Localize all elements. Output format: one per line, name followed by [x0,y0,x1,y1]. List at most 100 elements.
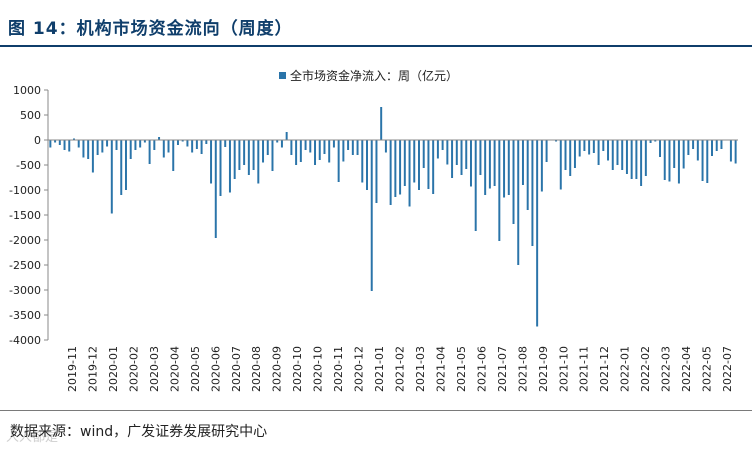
bar [446,140,449,165]
x-tick-label: 2020-05 [189,346,202,392]
bar [687,140,690,155]
bar [715,140,718,151]
y-tick-label: -1500 [9,209,41,222]
bar [186,140,189,147]
bar [408,140,411,207]
bar [469,140,472,187]
bar [82,140,85,158]
bar [380,107,383,140]
bar [139,140,142,148]
bar [68,140,71,152]
bar [465,140,468,169]
bar [720,140,723,149]
bar [436,140,439,159]
bar [77,140,80,148]
bar [205,140,208,144]
bar [460,140,463,175]
bar [432,140,435,194]
bar [644,140,647,176]
bar [559,140,562,190]
figure-title: 图 14：机构市场资金流向（周度） [8,19,293,39]
bar [210,140,213,184]
x-tick-label: 2021-10 [557,346,570,392]
y-tick-label: -4000 [9,334,41,347]
bar [640,140,643,186]
bar [243,140,246,165]
x-tick-label: 2020-01 [107,346,120,392]
x-tick-label: 2021-04 [434,346,447,392]
bar [328,140,331,163]
bar [677,140,680,184]
bar [625,140,628,174]
x-tick-label: 2021-09 [537,346,550,392]
bar [611,140,614,170]
source-note: 数据来源：wind，广发证券发展研究中心 [10,424,268,440]
x-tick-label: 2021-01 [373,346,386,392]
bar [498,140,501,241]
bar [58,140,61,145]
bar [233,140,236,179]
bar [696,140,699,161]
bar [356,140,359,155]
bar [540,140,543,192]
bar [635,140,638,179]
x-tick-label: 2021-02 [394,346,407,392]
bar [49,140,52,148]
bar [63,140,66,150]
bar [134,140,137,150]
bar [564,140,567,170]
bar [224,140,227,147]
bar [630,140,633,179]
bar [399,140,402,195]
x-tick-label: 2022-04 [680,346,693,392]
bar [195,140,198,149]
bar [517,140,520,265]
bar [384,140,387,153]
bar [323,140,326,154]
chart-legend: 全市场资金净流入：周（亿元） [279,68,458,83]
bar [219,140,222,196]
bar [422,140,425,168]
bar [493,140,496,186]
bar [366,140,368,190]
bar [101,140,104,153]
bar [521,140,524,185]
bar [418,140,420,190]
bar [526,140,529,210]
bar [143,140,146,143]
bar [87,140,90,159]
bar [54,140,57,143]
y-axis: 1000 500 0 -500 -1000 -1500 -2000 -2500 -3000 -35… [9,84,49,347]
bar [621,140,624,170]
bar [181,140,184,142]
x-tick-label: 2021-03 [414,346,427,392]
bar [555,140,558,142]
x-tick-label: 2020-10 [312,346,325,392]
bar [394,140,397,197]
bar [479,140,482,175]
bar [441,140,444,150]
x-tick-label: 2019-12 [87,346,100,392]
bar [663,140,666,180]
bar [361,140,364,183]
bar [701,140,704,181]
bar [692,140,695,149]
bar [172,140,175,171]
x-tick-label: 2020-08 [250,346,263,392]
bar [342,140,345,162]
x-tick-label: 2022-03 [660,346,673,392]
bar [247,140,250,175]
bar [597,140,600,165]
bar [314,140,317,165]
bar [484,140,487,195]
bar [129,140,132,159]
bar [252,140,255,170]
x-tick-label: 2021-12 [598,346,611,392]
bar [290,140,293,155]
watermark-text: 人人都是 [6,430,59,445]
bar [507,140,510,195]
bar [649,140,652,143]
bar [162,140,165,158]
y-tick-label: 1000 [13,84,41,97]
source-divider [0,410,752,411]
